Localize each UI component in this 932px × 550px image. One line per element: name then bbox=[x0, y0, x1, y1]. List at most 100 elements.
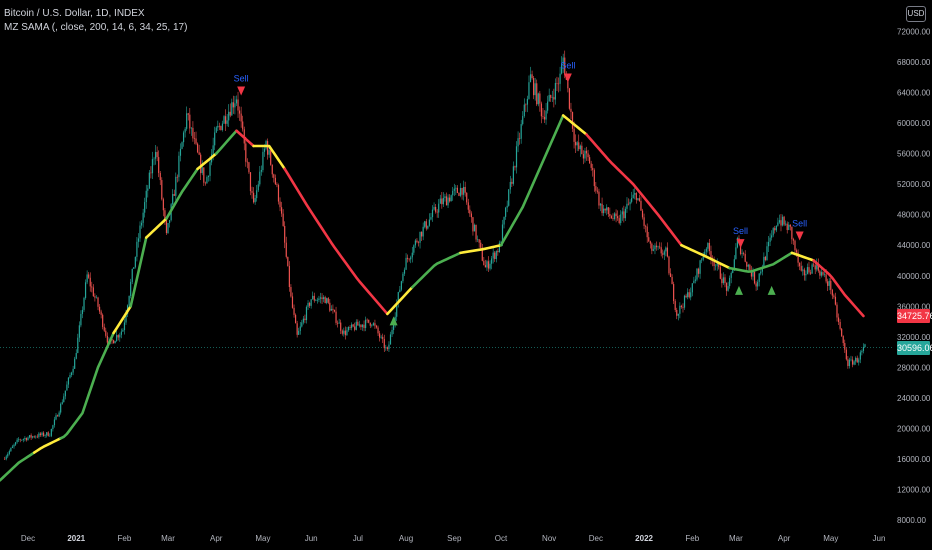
candle-body bbox=[799, 262, 801, 267]
candle-body bbox=[372, 323, 374, 326]
candle-body bbox=[184, 128, 186, 133]
candle-body bbox=[83, 297, 85, 310]
x-tick-label: Aug bbox=[399, 534, 413, 543]
candle-body bbox=[833, 295, 835, 297]
candle-body bbox=[296, 323, 298, 335]
candle-body bbox=[792, 239, 795, 241]
candle-body bbox=[218, 125, 220, 127]
candle-body bbox=[707, 242, 709, 249]
sama-segment-yellow bbox=[386, 285, 414, 316]
candle-body bbox=[533, 78, 535, 96]
candle-body bbox=[604, 208, 606, 211]
y-tick-label: 12000.00 bbox=[897, 485, 931, 494]
candle-body bbox=[414, 240, 416, 246]
candle-body bbox=[421, 231, 423, 237]
candle-body bbox=[862, 347, 865, 351]
candle-body bbox=[646, 226, 648, 238]
candle-body bbox=[795, 250, 798, 253]
candle-body bbox=[150, 172, 152, 174]
candle-body bbox=[144, 202, 146, 213]
candle-body bbox=[830, 280, 832, 290]
candle-body bbox=[159, 172, 161, 181]
candle-body bbox=[245, 143, 247, 162]
candle-body bbox=[284, 225, 286, 243]
candle-body bbox=[548, 95, 550, 102]
candle-body bbox=[288, 266, 290, 288]
candle-body bbox=[811, 264, 813, 274]
candle-body bbox=[442, 197, 444, 205]
candle-body bbox=[659, 246, 661, 248]
candle-body bbox=[473, 224, 476, 232]
sama-segment-green bbox=[214, 129, 238, 155]
candle-body bbox=[74, 358, 76, 369]
candle-body bbox=[234, 103, 236, 108]
candle-body bbox=[349, 327, 351, 328]
candle-body bbox=[140, 222, 143, 226]
symbol-title[interactable]: Bitcoin / U.S. Dollar, 1D, INDEX bbox=[4, 8, 145, 19]
candle-body bbox=[260, 170, 262, 172]
candle-body bbox=[165, 220, 168, 234]
candle-body bbox=[417, 242, 420, 243]
currency-button[interactable]: USD bbox=[906, 6, 926, 22]
candle-body bbox=[352, 324, 354, 327]
candle-body bbox=[358, 324, 360, 326]
candle-body bbox=[312, 295, 314, 300]
candle-body bbox=[743, 253, 745, 255]
y-tick-label: 24000.00 bbox=[897, 394, 931, 403]
candle-body bbox=[673, 284, 675, 302]
candle-body bbox=[576, 142, 578, 146]
candle-body bbox=[168, 220, 171, 223]
candle-body bbox=[575, 141, 577, 146]
candle-body bbox=[326, 298, 328, 304]
candle-body bbox=[7, 453, 9, 457]
candle-body bbox=[542, 116, 544, 117]
sama-price-tag: 34725.76 bbox=[897, 309, 932, 323]
candle-body bbox=[350, 324, 353, 328]
candle-body bbox=[164, 210, 166, 221]
candle-body bbox=[161, 180, 163, 200]
candle-body bbox=[424, 221, 426, 227]
candle-body bbox=[526, 98, 528, 105]
candle-body bbox=[375, 325, 378, 328]
candle-body bbox=[732, 269, 734, 273]
candle-body bbox=[41, 432, 43, 436]
candle-body bbox=[226, 120, 228, 124]
candle-body bbox=[94, 296, 96, 298]
candle-body bbox=[511, 181, 513, 184]
indicator-legend[interactable]: MZ SAMA (, close, 200, 14, 6, 34, 25, 17… bbox=[4, 22, 188, 33]
x-tick-label: Nov bbox=[542, 534, 556, 543]
candle-body bbox=[408, 258, 410, 260]
candle-body bbox=[341, 330, 343, 334]
candle-body bbox=[380, 336, 382, 338]
sama-segment-green bbox=[165, 167, 199, 220]
candle-body bbox=[338, 322, 340, 324]
candle-body bbox=[629, 201, 631, 205]
candle-body bbox=[389, 334, 392, 345]
candle-body bbox=[587, 153, 589, 158]
x-tick-label: Feb bbox=[118, 534, 132, 543]
candle-body bbox=[405, 257, 407, 270]
candle-body bbox=[816, 263, 818, 270]
candle-body bbox=[704, 251, 706, 257]
candle-body bbox=[391, 329, 393, 335]
candle-body bbox=[708, 242, 711, 252]
candle-body bbox=[66, 384, 68, 391]
sama-segment-green bbox=[0, 451, 36, 482]
candle-body bbox=[42, 432, 45, 436]
y-tick-label: 52000.00 bbox=[897, 180, 931, 189]
candle-body bbox=[702, 256, 704, 260]
candle-body bbox=[747, 264, 749, 267]
sama-segment-green bbox=[728, 251, 794, 273]
candle-body bbox=[214, 132, 216, 146]
candle-body bbox=[91, 286, 93, 288]
candle-body bbox=[196, 143, 199, 153]
candle-body bbox=[472, 217, 474, 232]
sama-segment-green bbox=[410, 251, 462, 289]
y-tick-label: 20000.00 bbox=[897, 424, 931, 433]
candle-body bbox=[178, 155, 180, 178]
candle-body bbox=[847, 359, 849, 367]
candle-body bbox=[825, 274, 827, 282]
candle-body bbox=[36, 436, 38, 438]
candle-body bbox=[318, 298, 320, 300]
